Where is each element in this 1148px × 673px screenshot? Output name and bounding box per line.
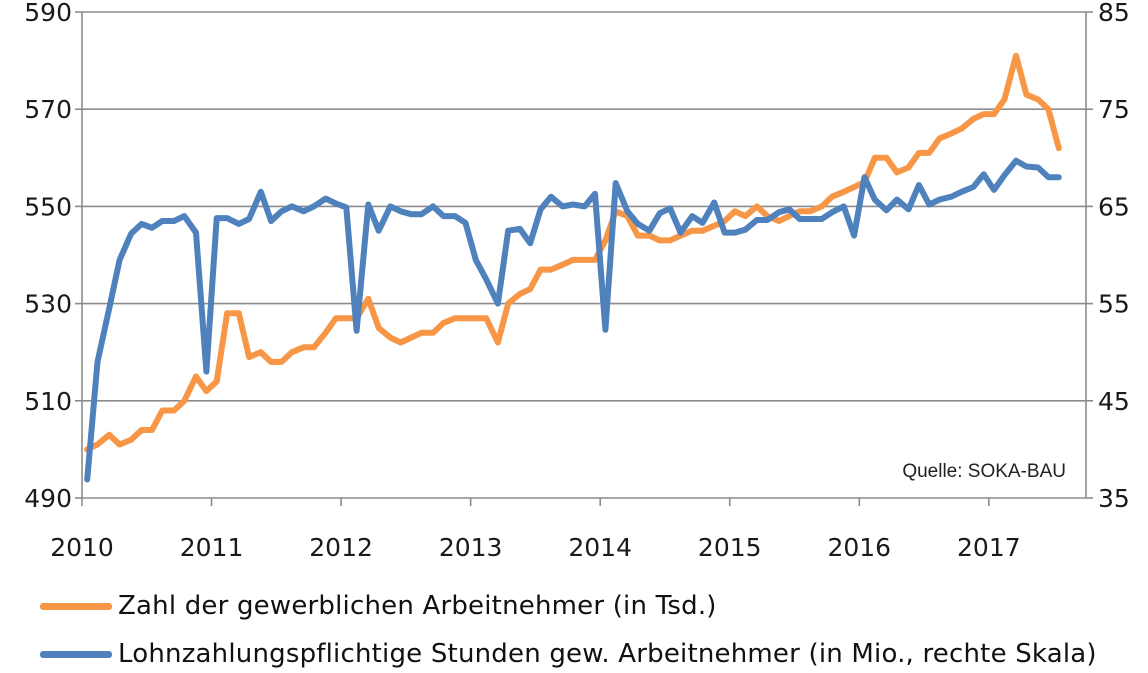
x-tick-label: 2015: [698, 533, 762, 562]
x-tick-label: 2012: [309, 533, 373, 562]
right-tick-label: 85: [1098, 0, 1130, 27]
right-tick-label: 45: [1098, 387, 1130, 416]
right-tick-label: 65: [1098, 192, 1130, 221]
gridlines: [82, 11, 1086, 499]
x-tick-label: 2010: [50, 533, 114, 562]
x-axis-tick-labels: 2010 2011 2012 2013 2014 2015 2016 2017: [50, 533, 1020, 562]
left-tick-label: 550: [24, 192, 72, 221]
series-line-workers: [84, 52, 1062, 453]
series-lines: [84, 52, 1062, 483]
legend-swatch-blue: [40, 650, 112, 658]
legend-item-hours: Lohnzahlungspflichtige Stunden gew. Arbe…: [40, 639, 1097, 669]
legend-label-hours: Lohnzahlungspflichtige Stunden gew. Arbe…: [118, 639, 1097, 669]
right-tick-label: 75: [1098, 95, 1130, 124]
legend-swatch-orange: [40, 602, 112, 610]
source-note: Quelle: SOKA-BAU: [902, 461, 1066, 482]
plot-frame: [75, 11, 1093, 506]
right-axis-tick-labels: 35 45 55 65 75 85: [1098, 0, 1130, 513]
x-tick-label: 2011: [180, 533, 244, 562]
right-tick-label: 55: [1098, 290, 1130, 319]
legend-label-workers: Zahl der gewerblichen Arbeitnehmer (in T…: [118, 591, 717, 621]
series-line-hours: [84, 157, 1062, 483]
x-tick-label: 2013: [439, 533, 503, 562]
left-tick-label: 530: [24, 290, 72, 319]
left-tick-label: 590: [24, 0, 72, 27]
x-tick-label: 2017: [957, 533, 1021, 562]
right-tick-label: 35: [1098, 484, 1130, 513]
x-tick-label: 2016: [827, 533, 891, 562]
left-tick-label: 510: [24, 387, 72, 416]
left-axis-tick-labels: 490 510 530 550 570 590: [24, 0, 72, 513]
legend-item-workers: Zahl der gewerblichen Arbeitnehmer (in T…: [40, 591, 717, 621]
x-tick-label: 2014: [568, 533, 632, 562]
line-chart: 490 510 530 550 570 590 35 45 55 65 75 85 2010 2011…: [24, 0, 1130, 562]
left-tick-label: 490: [24, 484, 72, 513]
left-tick-label: 570: [24, 95, 72, 124]
